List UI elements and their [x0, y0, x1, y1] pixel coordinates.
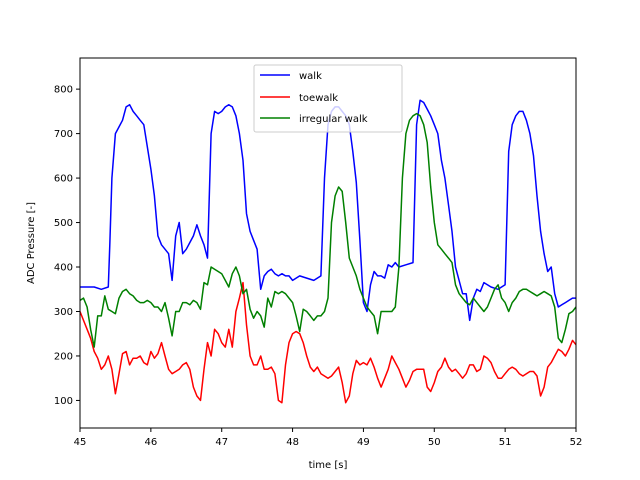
y-tick-label: 500: [54, 218, 73, 229]
y-tick-label: 200: [54, 351, 73, 362]
x-tick-label: 45: [74, 437, 87, 448]
y-tick-label: 400: [54, 263, 73, 274]
x-tick-label: 47: [215, 437, 228, 448]
plot-frame: [79, 57, 577, 429]
y-tick-label: 100: [54, 396, 73, 407]
x-tick-label: 52: [570, 437, 583, 448]
x-axis-label: time [s]: [309, 460, 348, 471]
x-tick-label: 50: [428, 437, 441, 448]
x-tick-label: 51: [499, 437, 512, 448]
x-tick-label: 48: [286, 437, 299, 448]
legend: walk toewalk irregular walk: [253, 64, 403, 133]
y-tick-label: 800: [54, 85, 73, 96]
x-axis-ticks: 45 46 47 48 49 50 51 52: [74, 428, 583, 448]
legend-label-walk: walk: [299, 71, 322, 82]
y-tick-label: 700: [54, 129, 73, 140]
y-axis-ticks: 100 200 300 400 500 600 700 800: [54, 85, 80, 407]
y-axis-label: ADC Pressure [-]: [26, 202, 37, 284]
y-tick-label: 300: [54, 307, 73, 318]
legend-box: [253, 64, 403, 133]
y-tick-label: 600: [54, 174, 73, 185]
x-tick-label: 49: [357, 437, 370, 448]
series-line-toewalk: [79, 281, 577, 404]
legend-label-irregular-walk: irregular walk: [299, 114, 368, 125]
legend-label-toewalk: toewalk: [299, 93, 338, 104]
x-tick-label: 46: [144, 437, 157, 448]
series-line-irregular-walk: [79, 112, 577, 348]
